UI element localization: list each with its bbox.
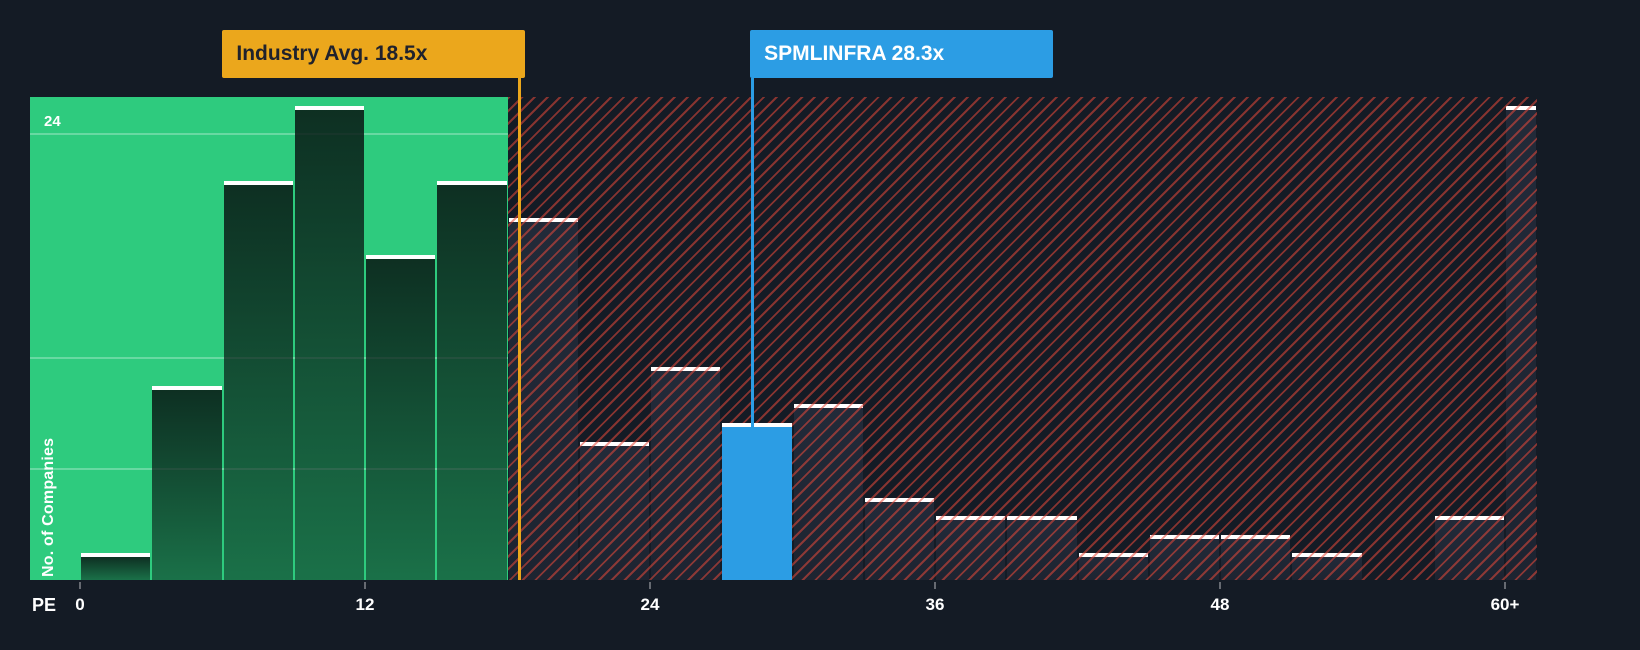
histogram-bar[interactable]: [152, 385, 222, 580]
histogram-bar[interactable]: [1434, 516, 1504, 580]
x-tick-mark: [1504, 582, 1506, 589]
x-tick-label: 24: [640, 595, 660, 614]
histogram-bar-highlight[interactable]: [722, 423, 792, 580]
company-pe-label: SPMLINFRA 28.3x: [764, 42, 945, 65]
x-tick-mark: [934, 582, 936, 589]
histogram-bar[interactable]: [223, 180, 293, 580]
plot-area: 24: [30, 97, 1537, 580]
company-pe-line: [750, 78, 754, 427]
x-tick-mark: [649, 582, 651, 589]
x-tick-label: 0: [75, 595, 85, 614]
y-gridline: [30, 133, 508, 135]
histogram-bar[interactable]: [1007, 516, 1077, 580]
industry-avg-label: Industry Avg. 18.5x: [236, 42, 428, 65]
histogram-bar[interactable]: [1292, 553, 1362, 580]
x-axis-title: PE: [32, 595, 57, 615]
x-tick-label: 36: [925, 595, 945, 614]
histogram-bar[interactable]: [793, 404, 863, 580]
histogram-bar[interactable]: [651, 367, 721, 580]
histogram-bar[interactable]: [366, 255, 436, 580]
y-axis-tick-label: 24: [44, 113, 61, 130]
x-tick-mark: [79, 582, 81, 589]
x-axis: 0 12 24 36 48 60+: [0, 580, 1640, 628]
x-tick-mark: [364, 582, 366, 589]
histogram-bar[interactable]: [1149, 534, 1219, 580]
industry-avg-callout: Industry Avg. 18.5x: [222, 30, 526, 78]
y-axis-title: No. of Companies: [40, 437, 57, 577]
histogram-bar[interactable]: [936, 516, 1006, 580]
x-tick-mark: [1219, 582, 1221, 589]
x-tick-label: 12: [355, 595, 375, 614]
histogram-bar[interactable]: [1078, 553, 1148, 580]
histogram-bar[interactable]: [1221, 534, 1291, 580]
histogram-bar[interactable]: [864, 497, 934, 580]
x-tick-label: 60+: [1490, 595, 1520, 614]
histogram-bar[interactable]: [1506, 106, 1536, 580]
histogram-bar[interactable]: [81, 553, 151, 580]
histogram-bar[interactable]: [579, 441, 649, 580]
company-pe-callout: SPMLINFRA 28.3x: [750, 30, 1054, 78]
histogram-bar[interactable]: [437, 180, 507, 580]
industry-avg-line: [517, 78, 521, 580]
x-tick-label: 48: [1210, 595, 1230, 614]
histogram-bar[interactable]: [294, 106, 364, 580]
